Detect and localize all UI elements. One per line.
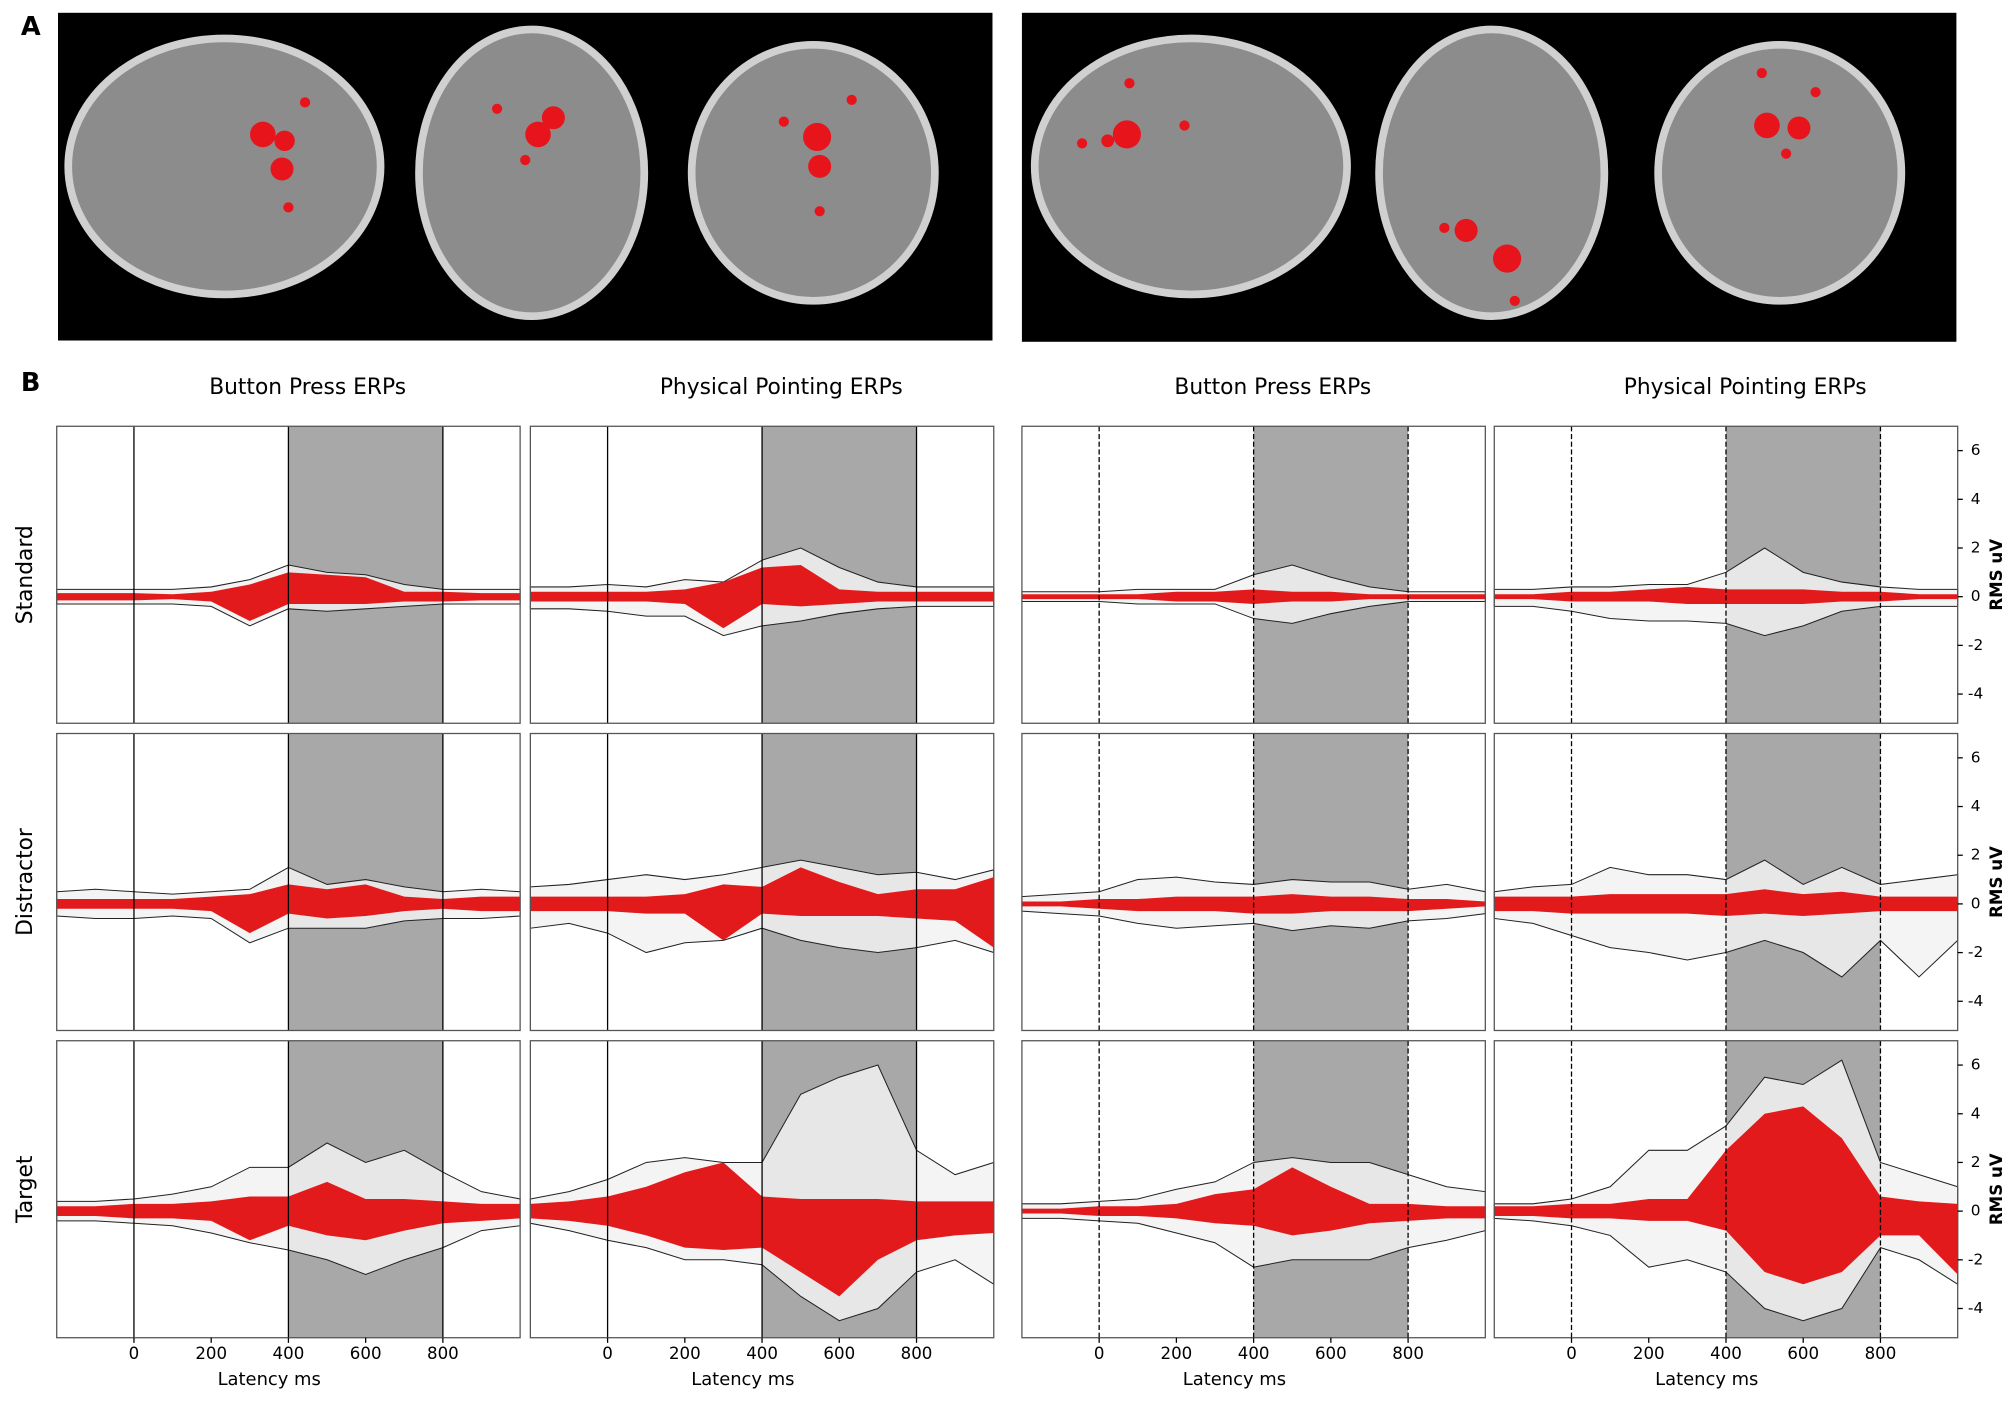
brain-axial (415, 25, 649, 321)
subplot: Button Press ERPs Standard (13, 375, 521, 724)
y-tick-label: 2 (1971, 846, 1981, 864)
x-tick-label: 400 (273, 1344, 305, 1363)
y-tick-label: -4 (1968, 1299, 1983, 1317)
x-axis-label: Latency ms (218, 1369, 321, 1390)
panel-frame (56, 425, 521, 724)
subplot: Target 0 200 400 600 800 Latency ms (13, 1040, 521, 1390)
y-tick-label: 6 (1971, 748, 1981, 766)
subplot (1021, 732, 1486, 1032)
x-tick-label: 800 (901, 1344, 933, 1363)
x-axis-label: Latency ms (1655, 1369, 1758, 1390)
subplot: 0 200 400 600 800 Latency ms (529, 1040, 995, 1390)
subplot: Button Press ERPs (1021, 375, 1486, 724)
subplot: Physical Pointing ERPs (529, 375, 995, 724)
row-label: Distractor (13, 828, 38, 936)
subplot: 0 200 400 600 800 Latency ms -4 -2 0 2 4 6 RMS uV (1493, 1040, 2006, 1390)
y-tick-label: -4 (1968, 992, 1983, 1010)
panel-frame (1493, 425, 1959, 724)
x-tick-label: 600 (1315, 1344, 1347, 1363)
y-tick-label: -2 (1968, 636, 1983, 654)
y-tick-label: 2 (1971, 1153, 1981, 1171)
column-title: Button Press ERPs (209, 375, 406, 400)
y-tick-label: 0 (1971, 1202, 1981, 1220)
envelope-area (1021, 1167, 1486, 1236)
x-tick-label: 0 (602, 1344, 613, 1363)
x-tick-label: 400 (1238, 1344, 1270, 1363)
column-title: Button Press ERPs (1174, 375, 1371, 400)
y-tick-label: 0 (1971, 587, 1981, 605)
panel-label: A (21, 12, 41, 42)
column-title: Physical Pointing ERPs (660, 375, 903, 400)
x-tick-label: 200 (195, 1344, 227, 1363)
y-axis-label: RMS uV (1987, 1153, 2006, 1225)
y-tick-label: -4 (1968, 685, 1983, 703)
x-tick-label: 800 (1865, 1344, 1897, 1363)
y-axis-label: RMS uV (1987, 846, 2006, 918)
y-tick-label: 2 (1971, 538, 1981, 556)
panel-frame (1021, 732, 1486, 1032)
panel-frame (56, 732, 521, 1032)
brain-sagittal (1030, 34, 1351, 299)
subplot: Distractor (13, 732, 521, 1032)
panel-label: B (21, 368, 41, 398)
subplot: Physical Pointing ERPs -4 -2 0 2 4 6 RMS uV (1493, 375, 2006, 724)
panel-frame (1493, 732, 1959, 1032)
column-title: Physical Pointing ERPs (1624, 375, 1867, 400)
y-tick-label: 4 (1971, 490, 1981, 508)
y-tick-label: 6 (1971, 441, 1981, 459)
y-tick-label: 6 (1971, 1056, 1981, 1074)
brain-axial (1375, 25, 1609, 321)
x-tick-label: 400 (746, 1344, 778, 1363)
row-label: Target (13, 1156, 38, 1224)
y-tick-label: -2 (1968, 943, 1983, 961)
panel-frame (1021, 425, 1486, 724)
x-tick-label: 0 (129, 1344, 140, 1363)
row-label: Standard (13, 525, 38, 624)
source-dipoles (250, 67, 1821, 306)
x-tick-label: 800 (1392, 1344, 1424, 1363)
subplot (529, 732, 995, 1032)
x-tick-label: 800 (427, 1344, 459, 1363)
x-tick-label: 0 (1094, 1344, 1105, 1363)
x-axis-label: Latency ms (691, 1369, 794, 1390)
x-axis-label: Latency ms (1183, 1369, 1286, 1390)
y-tick-label: -2 (1968, 1250, 1983, 1268)
x-tick-label: 200 (1161, 1344, 1193, 1363)
x-tick-label: 600 (1787, 1344, 1819, 1363)
brain-sagittal (64, 34, 385, 299)
x-tick-label: 400 (1710, 1344, 1742, 1363)
panel-frame (529, 425, 995, 724)
panel-frame (529, 732, 995, 1032)
subplot: 0 200 400 600 800 Latency ms (1021, 1040, 1486, 1390)
y-tick-label: 4 (1971, 797, 1981, 815)
y-tick-label: 4 (1971, 1104, 1981, 1122)
y-tick-label: 0 (1971, 894, 1981, 912)
subplot: -4 -2 0 2 4 6 RMS uV (1493, 732, 2006, 1032)
x-tick-label: 200 (1633, 1344, 1665, 1363)
x-tick-label: 600 (350, 1344, 382, 1363)
x-tick-label: 200 (669, 1344, 701, 1363)
x-tick-label: 0 (1566, 1344, 1577, 1363)
x-tick-label: 600 (823, 1344, 855, 1363)
y-axis-label: RMS uV (1987, 539, 2006, 611)
brain-coronal (1654, 40, 1906, 305)
brain-images (57, 12, 1957, 342)
